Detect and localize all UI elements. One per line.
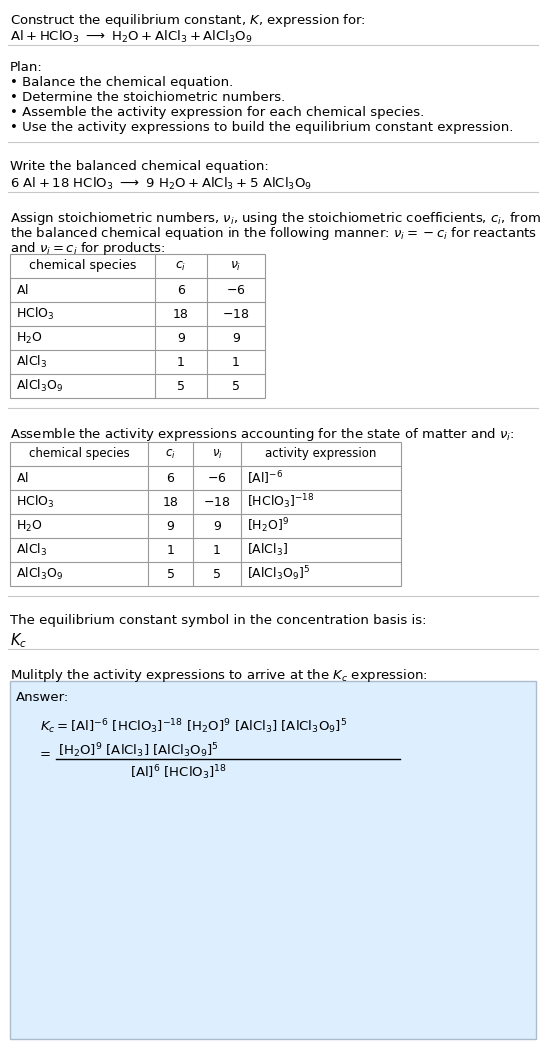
Text: $-6$: $-6$ (207, 471, 227, 485)
Text: $-6$: $-6$ (226, 283, 246, 297)
Text: 5: 5 (232, 380, 240, 392)
Text: • Balance the chemical equation.: • Balance the chemical equation. (10, 76, 233, 89)
Text: $[\mathrm{H_2O}]^{9}$: $[\mathrm{H_2O}]^{9}$ (247, 517, 289, 535)
Text: Assign stoichiometric numbers, $\nu_i$, using the stoichiometric coefficients, $: Assign stoichiometric numbers, $\nu_i$, … (10, 210, 541, 227)
Text: $[\mathrm{AlCl_3O_9}]^{5}$: $[\mathrm{AlCl_3O_9}]^{5}$ (247, 564, 310, 583)
Text: $c_i$: $c_i$ (175, 259, 187, 273)
Text: $c_i$: $c_i$ (165, 448, 176, 461)
Bar (10, 254, 265, 398)
Text: $K_c$: $K_c$ (10, 631, 27, 649)
Text: the balanced chemical equation in the following manner: $\nu_i = -c_i$ for react: the balanced chemical equation in the fo… (10, 224, 537, 242)
Text: Plan:: Plan: (10, 61, 43, 74)
Text: $\nu_i$: $\nu_i$ (230, 259, 242, 273)
Text: 5: 5 (167, 568, 175, 580)
Text: Construct the equilibrium constant, $K$, expression for:: Construct the equilibrium constant, $K$,… (10, 12, 366, 29)
Text: • Determine the stoichiometric numbers.: • Determine the stoichiometric numbers. (10, 91, 285, 104)
Text: $-18$: $-18$ (203, 495, 231, 509)
Text: $[\mathrm{Al}]^{-6}$: $[\mathrm{Al}]^{-6}$ (247, 469, 283, 487)
Text: Assemble the activity expressions accounting for the state of matter and $\nu_i$: Assemble the activity expressions accoun… (10, 426, 515, 443)
Text: $\nu_i$: $\nu_i$ (212, 448, 222, 461)
Text: 1: 1 (177, 356, 185, 368)
Text: 9: 9 (213, 519, 221, 533)
Text: • Use the activity expressions to build the equilibrium constant expression.: • Use the activity expressions to build … (10, 121, 513, 134)
Text: $[\mathrm{H_2O}]^{9}\ [\mathrm{AlCl_3}]\ [\mathrm{AlCl_3O_9}]^{5}$: $[\mathrm{H_2O}]^{9}\ [\mathrm{AlCl_3}]\… (58, 741, 219, 759)
Text: $\mathrm{AlCl_3O_9}$: $\mathrm{AlCl_3O_9}$ (16, 378, 63, 394)
Text: $-18$: $-18$ (222, 307, 250, 321)
Text: $\mathrm{Al}$: $\mathrm{Al}$ (16, 283, 29, 297)
Text: $\mathrm{AlCl_3}$: $\mathrm{AlCl_3}$ (16, 542, 47, 558)
Text: Answer:: Answer: (16, 691, 69, 704)
Text: Write the balanced chemical equation:: Write the balanced chemical equation: (10, 160, 269, 173)
Text: $[\mathrm{Al}]^{6}\ [\mathrm{HClO_3}]^{18}$: $[\mathrm{Al}]^{6}\ [\mathrm{HClO_3}]^{1… (130, 763, 227, 782)
Text: 6: 6 (177, 283, 185, 297)
Text: 18: 18 (173, 307, 189, 321)
Text: chemical species: chemical species (29, 259, 136, 273)
Text: 9: 9 (232, 331, 240, 344)
Text: • Assemble the activity expression for each chemical species.: • Assemble the activity expression for e… (10, 106, 424, 119)
Text: 1: 1 (167, 543, 174, 557)
Bar (10, 681, 536, 1039)
Text: $\mathrm{H_2O}$: $\mathrm{H_2O}$ (16, 330, 43, 345)
Text: $[\mathrm{AlCl_3}]$: $[\mathrm{AlCl_3}]$ (247, 542, 288, 558)
Text: Mulitply the activity expressions to arrive at the $K_c$ expression:: Mulitply the activity expressions to arr… (10, 667, 428, 684)
Text: 1: 1 (213, 543, 221, 557)
Text: $K_c = [\mathrm{Al}]^{-6}\ [\mathrm{HClO_3}]^{-18}\ [\mathrm{H_2O}]^{9}\ [\mathr: $K_c = [\mathrm{Al}]^{-6}\ [\mathrm{HClO… (40, 718, 347, 735)
Text: activity expression: activity expression (265, 448, 377, 461)
Text: chemical species: chemical species (28, 448, 129, 461)
Text: 1: 1 (232, 356, 240, 368)
Text: 5: 5 (177, 380, 185, 392)
Text: $[\mathrm{HClO_3}]^{-18}$: $[\mathrm{HClO_3}]^{-18}$ (247, 493, 314, 511)
Text: 6: 6 (167, 471, 174, 485)
Text: $\mathrm{AlCl_3}$: $\mathrm{AlCl_3}$ (16, 354, 47, 370)
Text: $\mathrm{Al}$: $\mathrm{Al}$ (16, 471, 29, 485)
Text: 9: 9 (177, 331, 185, 344)
Bar (10, 442, 401, 586)
Text: 9: 9 (167, 519, 174, 533)
Text: $\mathrm{H_2O}$: $\mathrm{H_2O}$ (16, 518, 43, 534)
Text: 18: 18 (163, 495, 179, 509)
Text: $\mathrm{HClO_3}$: $\mathrm{HClO_3}$ (16, 306, 55, 322)
Text: and $\nu_i = c_i$ for products:: and $\nu_i = c_i$ for products: (10, 240, 165, 257)
Text: $\mathrm{Al + HClO_3 \ \longrightarrow \ H_2O + AlCl_3 + AlCl_3O_9}$: $\mathrm{Al + HClO_3 \ \longrightarrow \… (10, 29, 253, 45)
Text: $\mathrm{AlCl_3O_9}$: $\mathrm{AlCl_3O_9}$ (16, 566, 63, 582)
Text: $\mathrm{HClO_3}$: $\mathrm{HClO_3}$ (16, 494, 55, 510)
Text: =: = (40, 749, 51, 762)
Text: $\mathrm{6\ Al + 18\ HClO_3 \ \longrightarrow \ 9\ H_2O + AlCl_3 + 5\ AlCl_3O_9}: $\mathrm{6\ Al + 18\ HClO_3 \ \longright… (10, 176, 312, 192)
Text: 5: 5 (213, 568, 221, 580)
Text: The equilibrium constant symbol in the concentration basis is:: The equilibrium constant symbol in the c… (10, 614, 426, 627)
